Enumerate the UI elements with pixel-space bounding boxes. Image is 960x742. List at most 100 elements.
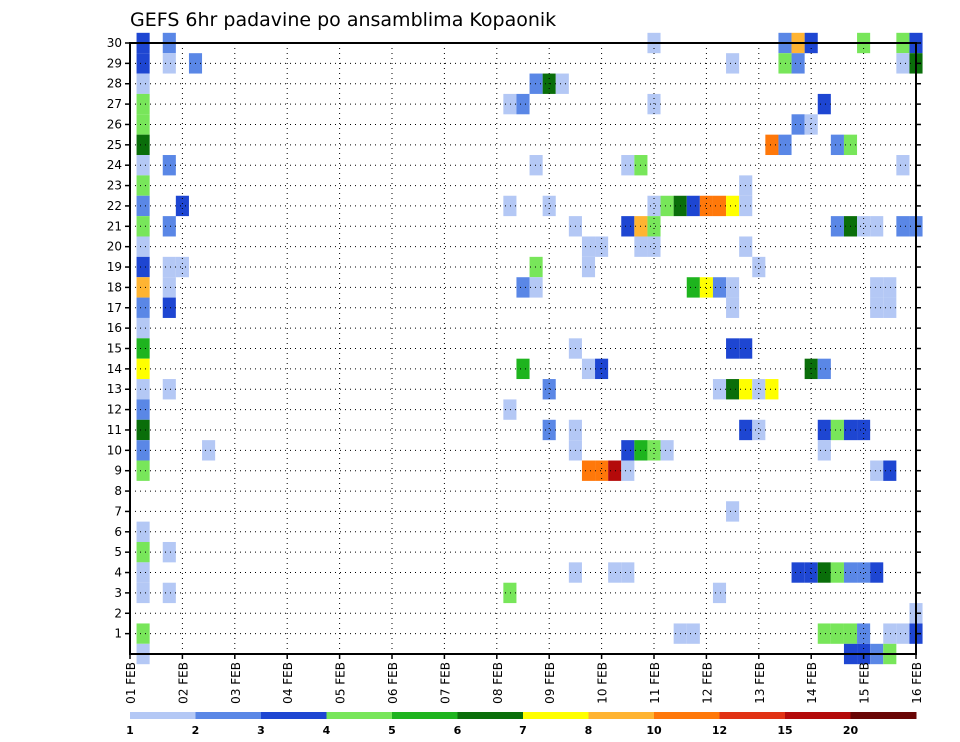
- y-tick-label: 5: [114, 545, 122, 559]
- legend-swatch: [588, 712, 655, 719]
- heatmap-cell: [765, 379, 779, 400]
- heatmap-cell: [542, 195, 556, 217]
- heatmap-cell: [136, 582, 150, 604]
- x-tick-label: 14 FEB: [805, 662, 819, 704]
- heatmap-cell: [581, 236, 596, 257]
- x-tick-label: 07 FEB: [438, 662, 452, 704]
- x-tick-label: 06 FEB: [386, 662, 400, 704]
- heatmap-cell: [647, 236, 661, 257]
- heatmap-cell: [136, 53, 150, 74]
- heatmap-cell: [726, 53, 740, 74]
- heatmap-cell: [136, 379, 150, 400]
- legend-swatch: [392, 712, 458, 719]
- heatmap-cell: [136, 623, 150, 644]
- legend-swatch: [457, 712, 524, 719]
- x-tick-label: 02 FEB: [176, 662, 190, 704]
- y-tick-label: 1: [114, 627, 122, 641]
- legend-swatch: [195, 712, 262, 719]
- heatmap-cell: [726, 338, 740, 359]
- heatmap-cell: [896, 53, 910, 74]
- heatmap-cell: [712, 195, 727, 217]
- y-tick-label: 4: [114, 566, 122, 580]
- heatmap-cell: [765, 134, 779, 156]
- legend-label: 1: [126, 724, 134, 737]
- x-tick-label: 16 FEB: [910, 662, 924, 704]
- heatmap-cell: [136, 562, 150, 583]
- y-tick-label: 25: [107, 138, 122, 152]
- legend-swatch: [654, 712, 720, 719]
- heatmap-cell: [791, 114, 805, 135]
- heatmap-cell: [136, 460, 150, 481]
- legend-label: 10: [646, 724, 662, 737]
- heatmap-cell: [162, 379, 176, 400]
- heatmap-cell: [621, 460, 635, 481]
- heatmap-cell: [202, 440, 216, 461]
- y-tick-label: 24: [107, 158, 122, 172]
- heatmap-cell: [581, 460, 596, 481]
- heatmap-cell: [581, 358, 596, 380]
- heatmap-cell: [726, 501, 740, 522]
- heatmap-cell: [516, 277, 530, 298]
- heatmap-cell: [686, 277, 700, 298]
- x-tick-label: 04 FEB: [281, 662, 295, 704]
- heatmap-cell: [136, 73, 150, 94]
- legend-label: 15: [777, 724, 792, 737]
- x-tick-label: 15 FEB: [858, 662, 872, 704]
- y-tick-label: 6: [114, 525, 122, 539]
- y-tick-label: 14: [107, 362, 122, 376]
- y-tick-label: 28: [107, 77, 122, 91]
- y-tick-label: 13: [107, 382, 122, 396]
- legend-swatch: [130, 712, 196, 719]
- heatmap-cell: [136, 155, 150, 176]
- heatmap-cell: [896, 155, 910, 176]
- heatmap-cell: [136, 175, 150, 196]
- heatmap-cell: [175, 195, 189, 217]
- chart-title: GEFS 6hr padavine po ansamblima Kopaonik: [130, 9, 556, 31]
- y-tick-label: 11: [107, 423, 122, 437]
- legend-label: 20: [843, 724, 859, 737]
- y-tick-label: 2: [114, 606, 122, 620]
- heatmap-cell: [660, 195, 674, 217]
- legend-label: 4: [323, 724, 331, 737]
- legend-label: 5: [388, 724, 396, 737]
- heatmap-cell: [608, 460, 622, 481]
- heatmap-cell: [870, 216, 884, 237]
- heatmap-cell: [162, 541, 176, 563]
- heatmap-cell: [870, 277, 884, 298]
- heatmap-cell: [136, 216, 150, 237]
- heatmap-cell: [647, 216, 661, 237]
- heatmap-cell: [699, 195, 713, 217]
- heatmap-cell: [804, 562, 818, 583]
- y-tick-label: 10: [107, 443, 122, 457]
- heatmap-cell: [529, 155, 543, 176]
- heatmap-cell: [791, 53, 805, 74]
- heatmap-cell: [791, 562, 805, 583]
- heatmap-cell: [162, 297, 176, 318]
- heatmap-cell: [136, 134, 150, 156]
- y-tick-label: 17: [107, 301, 122, 315]
- heatmap-cell: [817, 358, 831, 380]
- heatmap-cell: [647, 195, 661, 217]
- y-tick-label: 29: [107, 56, 122, 70]
- x-tick-label: 10 FEB: [596, 662, 610, 704]
- heatmap-cell: [162, 53, 176, 74]
- heatmap-cell: [660, 440, 674, 461]
- heatmap-cell: [136, 358, 150, 380]
- heatmap-cell: [136, 297, 150, 318]
- heatmap-cell: [529, 277, 543, 298]
- heatmap-cell: [686, 195, 700, 217]
- y-tick-label: 18: [107, 280, 122, 294]
- heatmap-cell: [712, 582, 727, 604]
- heatmap-cell: [647, 440, 661, 461]
- heatmap-cell: [752, 379, 766, 400]
- heatmap-cell: [817, 440, 831, 461]
- x-tick-label: 13 FEB: [753, 662, 767, 704]
- heatmap-cell: [857, 419, 871, 441]
- y-tick-label: 8: [114, 484, 122, 498]
- heatmap-cell: [136, 440, 150, 461]
- y-tick-label: 7: [114, 504, 122, 518]
- heatmap-cell: [883, 297, 897, 318]
- heatmap-cell: [136, 317, 150, 339]
- heatmap-cell: [621, 562, 635, 583]
